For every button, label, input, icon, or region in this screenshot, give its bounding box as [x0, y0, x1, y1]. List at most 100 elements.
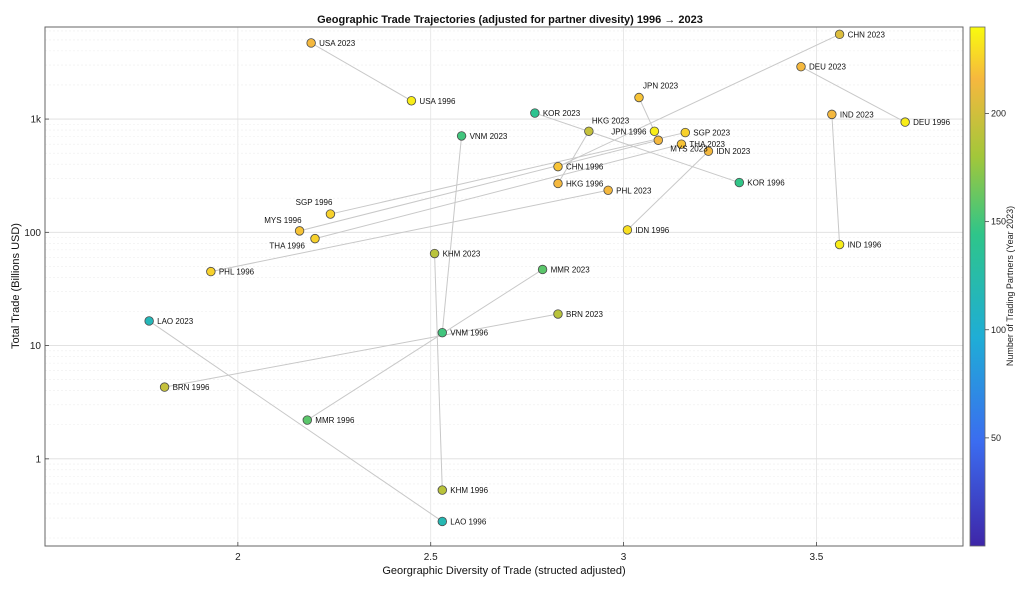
- data-point: [834, 239, 845, 250]
- point-label: KHM 2023: [443, 250, 481, 259]
- point-label: THA 1996: [269, 242, 305, 251]
- colorbar-tick-label: 50: [991, 433, 1001, 443]
- point-label: PHL 2023: [616, 186, 652, 195]
- point-label: KOR 2023: [543, 109, 581, 118]
- data-point: [456, 131, 467, 141]
- data-point: [703, 146, 714, 156]
- x-tick-label: 2: [235, 552, 241, 563]
- point-label: SGP 2023: [693, 129, 730, 138]
- x-tick-label: 2.5: [424, 552, 438, 563]
- trajectory-line: [627, 150, 709, 231]
- trajectory-line: [534, 112, 740, 184]
- trajectory-line: [148, 320, 443, 522]
- data-point: [306, 38, 316, 48]
- y-tick-label: 100: [24, 228, 41, 239]
- trajectory-line: [434, 253, 443, 491]
- data-point: [302, 415, 312, 425]
- y-axis-label: Total Trade (Billions USD): [10, 223, 22, 349]
- point-label: MYS 2023: [670, 144, 708, 153]
- point-label: BRN 1996: [173, 383, 210, 392]
- point-label: KHM 1996: [450, 486, 488, 495]
- colorbar-tick-label: 100: [991, 325, 1006, 335]
- trajectory-line: [310, 42, 412, 102]
- data-point: [206, 266, 216, 277]
- point-label: IDN 1996: [635, 226, 669, 235]
- trajectory-line: [307, 269, 543, 421]
- point-label: IND 2023: [840, 110, 874, 119]
- trajectory-line: [330, 132, 686, 215]
- trajectory-line: [299, 139, 659, 232]
- y-tick-label: 1: [35, 454, 41, 465]
- point-label: SGP 1996: [296, 198, 333, 207]
- data-point: [653, 135, 663, 145]
- y-axis-ticks: 1 10 100 1k: [24, 115, 49, 465]
- data-point: [676, 139, 687, 149]
- data-point: [553, 309, 563, 319]
- trajectory-line: [557, 33, 840, 168]
- data-point: [429, 248, 440, 259]
- data-point: [834, 29, 845, 40]
- data-point: [406, 96, 417, 106]
- point-label: CHN 1996: [566, 163, 604, 172]
- point-label: HKG 1996: [566, 179, 604, 188]
- y-tick-label: 10: [30, 341, 42, 352]
- colorbar: [969, 26, 986, 547]
- point-label: USA 1996: [419, 97, 456, 106]
- point-label: LAO 2023: [157, 317, 194, 326]
- trajectory-line: [557, 131, 590, 184]
- data-point: [622, 225, 633, 235]
- point-label: USA 2023: [319, 39, 356, 48]
- trajectory-lines: [148, 33, 906, 522]
- data-point: [294, 226, 305, 236]
- data-point: [325, 209, 336, 219]
- data-point: [680, 127, 690, 138]
- data-point: [796, 61, 806, 72]
- data-point: [437, 485, 447, 495]
- data-point: [584, 126, 594, 136]
- data-point: [603, 185, 613, 196]
- trajectory-line: [831, 114, 841, 245]
- chart-title: Geographic Trade Trajectories (adjusted …: [317, 14, 703, 26]
- data-point: [159, 382, 170, 392]
- point-label: IDN 2023: [716, 147, 750, 156]
- point-label: PHL 1996: [219, 268, 255, 277]
- point-label: LAO 1996: [450, 517, 487, 526]
- colorbar-tick-label: 200: [991, 109, 1006, 119]
- point-label: THA 2023: [689, 140, 725, 149]
- point-label: VNM 1996: [450, 329, 488, 338]
- point-label: MYS 1996: [264, 216, 302, 225]
- point-label: IND 1996: [848, 241, 882, 250]
- point-label: HKG 2023: [592, 116, 630, 125]
- point-label: BRN 2023: [566, 310, 603, 319]
- data-point: [634, 92, 644, 103]
- data-point: [437, 516, 447, 527]
- point-label: VNM 2023: [470, 132, 508, 141]
- data-point: [553, 178, 563, 189]
- point-labels: CHN 2023 CHN 1996 DEU 2023 DEU 1996 USA 2023…: [157, 30, 950, 526]
- point-label: JPN 2023: [643, 82, 679, 91]
- data-point: [649, 126, 660, 136]
- data-point: [900, 117, 910, 127]
- trajectory-line: [800, 66, 906, 123]
- point-label: MMR 1996: [315, 416, 355, 425]
- data-point: [530, 108, 540, 118]
- data-point: [734, 177, 744, 188]
- data-point: [553, 161, 563, 172]
- data-point: [437, 327, 447, 338]
- point-label: CHN 2023: [848, 30, 886, 39]
- trajectory-line: [210, 189, 609, 273]
- data-point: [827, 109, 837, 120]
- x-tick-label: 3.5: [809, 552, 823, 563]
- point-label: MMR 2023: [551, 265, 591, 274]
- x-axis-ticks: 2 2.5 3 3.5: [235, 542, 824, 563]
- y-tick-label: 1k: [30, 115, 42, 126]
- point-label: JPN 1996: [611, 127, 647, 136]
- trajectory-line: [164, 313, 559, 388]
- colorbar-label: Number of Trading Partners (Year 2023): [1005, 206, 1015, 366]
- data-point: [144, 316, 154, 326]
- grid-layer: [45, 27, 963, 546]
- colorbar-ticks: 50 100 150 200: [985, 109, 1006, 443]
- point-label: DEU 2023: [809, 63, 846, 72]
- data-points: [144, 29, 910, 527]
